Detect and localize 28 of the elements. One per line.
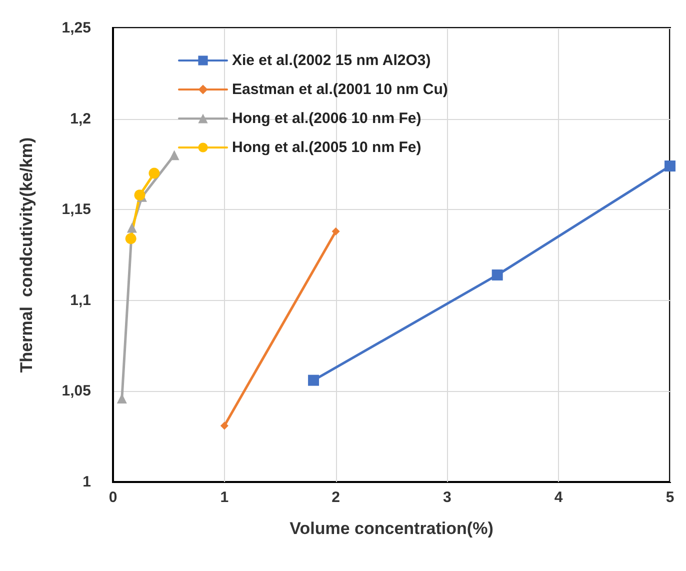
point: [220, 422, 228, 430]
point: [664, 160, 676, 172]
point: [308, 374, 320, 386]
legend-label: Eastman et al.(2001 10 nm Cu): [232, 81, 448, 98]
point: [125, 233, 136, 244]
y-axis-title: Thermal condcutivity(ke/km): [17, 137, 36, 373]
y-tick-label: 1,05: [62, 382, 91, 400]
point: [148, 168, 160, 179]
x-tick-label: 2: [332, 489, 340, 506]
point: [492, 269, 503, 280]
x-tick-label: 4: [554, 489, 564, 506]
legend-label: Xie et al.(2002 15 nm Al2O3): [232, 52, 431, 69]
point: [169, 150, 180, 160]
x-tick-label: 3: [443, 489, 452, 506]
legend-label: Hong et al.(2006 10 nm Fe): [232, 110, 422, 127]
x-tick-label: 0: [108, 489, 118, 506]
x-tick-label: 1: [220, 489, 229, 506]
point: [134, 190, 146, 201]
point: [126, 222, 137, 233]
y-tick-label: 1,1: [70, 292, 91, 309]
y-tick-label: 1,2: [70, 110, 91, 128]
y-tick-label: 1,15: [62, 201, 91, 218]
x-tick-label: 5: [666, 489, 674, 506]
y-tick-label: 1: [82, 474, 91, 490]
legend-label: Hong et al.(2005 10 nm Fe): [232, 139, 422, 156]
y-tick-label: 1,25: [62, 20, 91, 36]
x-axis-title: Volume concentration(%): [290, 519, 494, 538]
point: [332, 227, 340, 236]
